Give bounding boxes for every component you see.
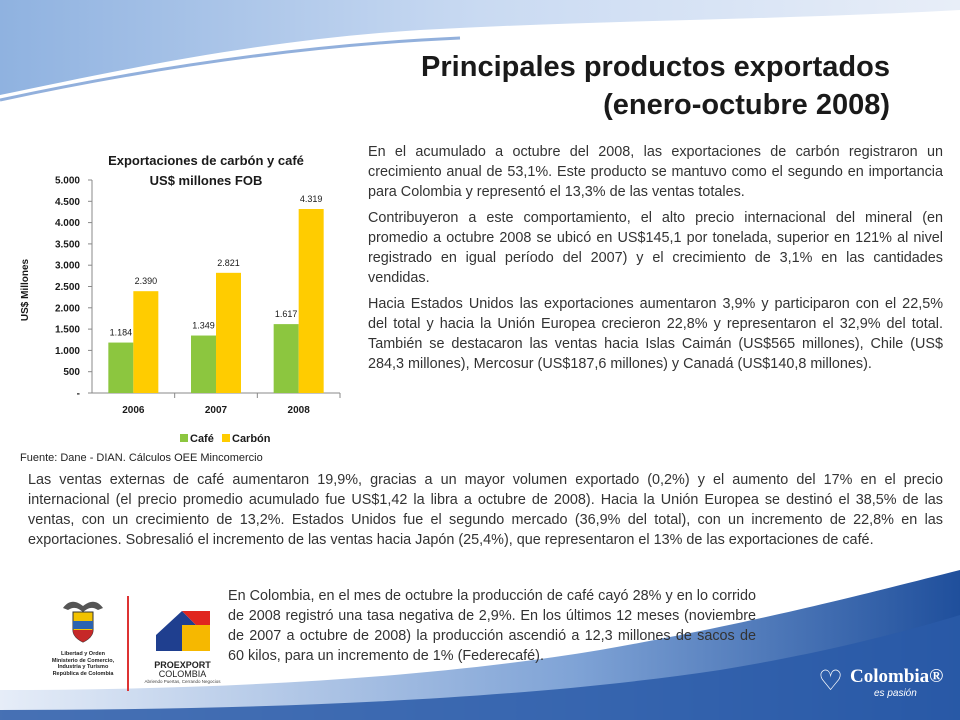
proexport-name: PROEXPORT [154, 660, 211, 670]
ministry-logo: Libertad y Orden Ministerio de Comercio,… [48, 596, 118, 696]
ministry-name-1: Ministerio de Comercio, [51, 657, 115, 664]
y-tick-label: - [77, 389, 80, 400]
coal-paragraph-3: Hacia Estados Unidos las exportaciones a… [368, 296, 943, 372]
coal-paragraph-2: Contribuyeron a este comportamiento, el … [368, 210, 943, 286]
ministry-name-2: Industria y Turismo [57, 664, 109, 670]
ministry-motto: Libertad y Orden [60, 651, 105, 657]
y-tick-label: 1.500 [55, 325, 80, 336]
y-tick-label: 2.500 [55, 282, 80, 293]
bar-café-2006 [108, 342, 134, 393]
coal-text-block: En el acumulado a octubre del 2008, las … [368, 142, 943, 380]
data-label: 2.390 [135, 276, 158, 286]
colombia-brand-logo: ♡ Colombia® es pasión [816, 660, 951, 705]
y-axis-label: US$ Millones [20, 258, 31, 321]
title-line-1: Principales productos exportados [421, 51, 890, 83]
y-tick-label: 5.000 [55, 176, 80, 187]
chart-title: Exportaciones de carbón y café [108, 153, 304, 168]
coat-of-arms-icon [63, 601, 103, 643]
colombia-brand-name: Colombia® [850, 666, 944, 687]
y-tick-label: 3.500 [55, 239, 80, 250]
x-tick-label: 2007 [205, 405, 228, 416]
legend-label: Carbón [232, 433, 271, 445]
exports-chart: Exportaciones de carbón y café US$ millon… [10, 140, 350, 470]
bar-carbón-2008 [298, 209, 324, 393]
title-line-2: (enero-octubre 2008) [603, 89, 890, 121]
y-tick-label: 500 [63, 367, 80, 378]
proexport-logo: PROEXPORT COLOMBIA Abriendo Puertas, Cer… [140, 605, 225, 695]
proexport-mark-icon [155, 611, 210, 651]
y-tick-label: 4.500 [55, 197, 80, 208]
data-label: 1.184 [110, 328, 133, 338]
x-tick-label: 2008 [288, 405, 311, 416]
logo-divider [127, 596, 129, 691]
coffee-production-paragraph: En Colombia, en el mes de octubre la pro… [228, 588, 756, 664]
data-label: 4.319 [300, 194, 323, 204]
chart-subtitle: US$ millones FOB [150, 173, 263, 188]
y-tick-label: 4.000 [55, 218, 80, 229]
coal-paragraph-1: En el acumulado a octubre del 2008, las … [368, 144, 943, 200]
proexport-country: COLOMBIA [158, 669, 207, 679]
bar-café-2007 [191, 335, 216, 393]
proexport-tagline: Abriendo Puertas, Cerrando Negocios [144, 679, 221, 684]
y-tick-label: 1.000 [55, 346, 80, 357]
legend-swatch-café [180, 434, 188, 442]
exports-bar-chart: Exportaciones de carbón y café US$ millon… [20, 153, 341, 445]
y-tick-label: 2.000 [55, 303, 80, 314]
legend-label: Café [190, 433, 214, 445]
header-background-waves [0, 0, 960, 150]
heart-icon: ♡ [818, 665, 844, 696]
legend-swatch-carbón [222, 434, 230, 442]
slide-title: Principales productos exportados (enero-… [421, 48, 890, 124]
data-label: 2.821 [217, 258, 240, 268]
bar-carbón-2007 [216, 272, 241, 393]
ministry-name-3: República de Colombia [52, 670, 114, 677]
bar-café-2008 [273, 324, 299, 393]
bar-carbón-2006 [133, 291, 159, 393]
data-label: 1.617 [275, 309, 298, 319]
footer-background-waves [0, 570, 960, 720]
y-tick-label: 3.000 [55, 261, 80, 272]
chart-source: Fuente: Dane - DIAN. Cálculos OEE Mincom… [20, 452, 263, 464]
x-tick-label: 2006 [122, 405, 145, 416]
coffee-paragraph: Las ventas externas de café aumentaron 1… [28, 472, 943, 548]
colombia-brand-tagline: es pasión [874, 688, 917, 699]
data-label: 1.349 [192, 321, 215, 331]
